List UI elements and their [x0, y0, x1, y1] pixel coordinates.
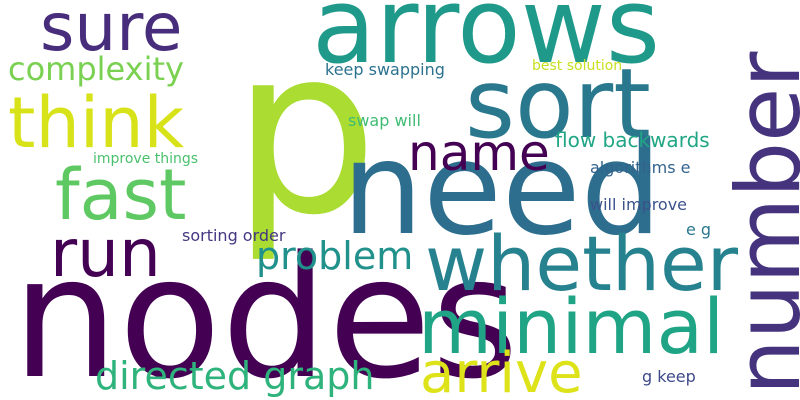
- word-minimal: minimal: [418, 282, 725, 371]
- word-name: name: [408, 124, 550, 182]
- word-whether: whether: [425, 219, 739, 308]
- word-complexity: complexity: [8, 50, 184, 88]
- word-e-g: e g: [686, 220, 712, 239]
- word-run: run: [50, 215, 161, 292]
- word-sort: sort: [465, 48, 651, 160]
- word-problem: problem: [256, 234, 414, 278]
- word-arrows: arrows: [312, 0, 661, 87]
- word-algorithms-e: algorithms e: [590, 158, 691, 177]
- word-best-solution: best solution: [532, 58, 623, 74]
- word-nodes: nodes: [12, 220, 519, 400]
- word-swap-will: swap will: [348, 111, 421, 130]
- word-need: need: [342, 115, 662, 264]
- word-improve-things: improve things: [93, 151, 199, 167]
- word-p: p: [232, 0, 378, 266]
- word-will-improve: will improve: [590, 195, 688, 214]
- word-fast: fast: [55, 154, 187, 236]
- word-arrive: arrive: [420, 341, 583, 400]
- word-sorting-order: sorting order: [182, 226, 286, 245]
- word-sure: sure: [40, 0, 183, 66]
- word-think: think: [8, 82, 185, 164]
- word-directed-graph: directed graph: [95, 354, 375, 398]
- word-flow-backwards: flow backwards: [555, 128, 710, 152]
- word-g-keep: g keep: [642, 367, 696, 386]
- word-keep-swapping: keep swapping: [325, 60, 445, 79]
